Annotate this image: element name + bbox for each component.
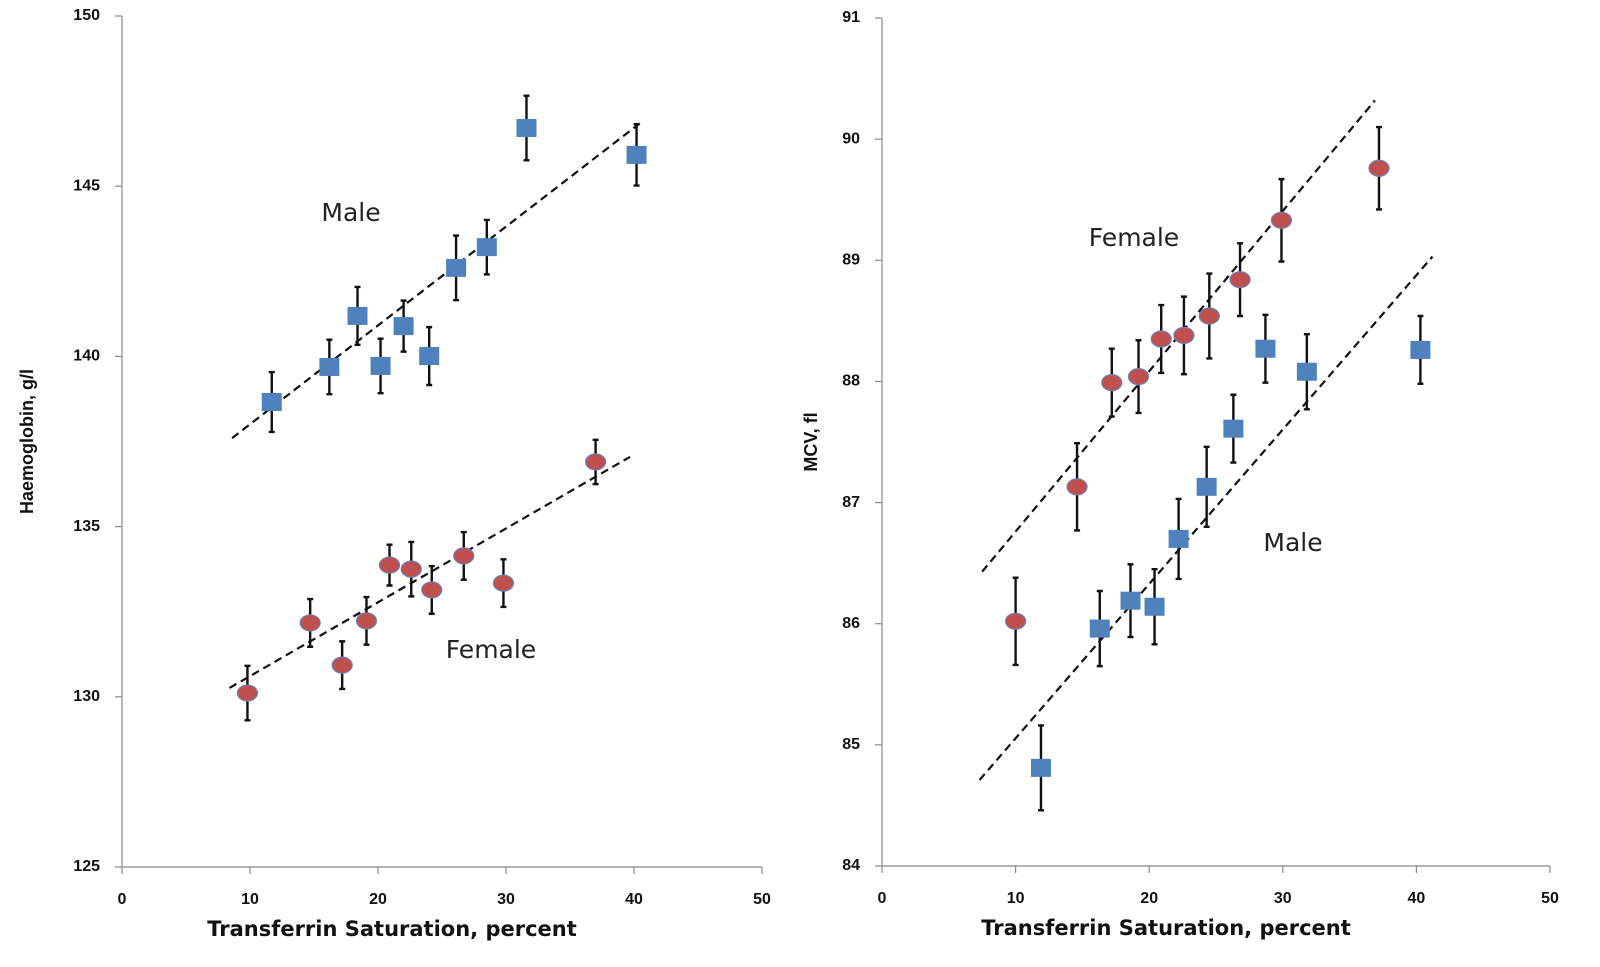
x-tick-label: 0 xyxy=(878,890,887,907)
y-tick-label: 87 xyxy=(842,494,860,511)
y-tick-label: 89 xyxy=(842,252,860,269)
data-point xyxy=(400,560,422,578)
y-tick-label: 88 xyxy=(842,373,860,390)
x-tick-label: 50 xyxy=(753,891,771,908)
data-point xyxy=(1229,271,1251,289)
data-point xyxy=(1030,758,1051,777)
y-tick-label: 145 xyxy=(73,177,100,194)
data-point xyxy=(626,145,647,164)
data-point xyxy=(1270,211,1293,229)
series-annotation: Female xyxy=(1089,223,1179,252)
y-tick-label: 150 xyxy=(73,7,100,24)
x-tick-label: 30 xyxy=(1274,890,1292,907)
series-annotation: Female xyxy=(446,635,536,664)
data-point xyxy=(584,453,607,471)
x-tick-label: 20 xyxy=(369,891,387,908)
data-point xyxy=(1144,597,1165,616)
data-point xyxy=(393,317,414,336)
x-tick-label: 40 xyxy=(1408,890,1426,907)
x-tick-label: 30 xyxy=(497,891,515,908)
x-tick-label: 10 xyxy=(1007,890,1025,907)
data-point xyxy=(1101,374,1123,392)
x-tick-label: 0 xyxy=(118,891,127,908)
series-annotation: Male xyxy=(321,198,380,227)
y-tick-label: 135 xyxy=(73,518,100,535)
data-point xyxy=(419,347,440,366)
trend-line xyxy=(228,455,631,689)
x-tick-label: 20 xyxy=(1140,890,1158,907)
data-point xyxy=(516,118,537,137)
data-point xyxy=(261,393,282,412)
trend-line xyxy=(978,255,1434,781)
data-point xyxy=(453,547,475,565)
data-point xyxy=(1223,419,1244,438)
data-point xyxy=(421,581,443,599)
data-point xyxy=(476,238,497,257)
data-point xyxy=(355,612,378,630)
x-axis-title: Transferrin Saturation, percent xyxy=(981,916,1351,940)
series-annotation: Male xyxy=(1263,528,1322,557)
y-tick-label: 86 xyxy=(842,615,860,632)
data-point xyxy=(299,614,321,632)
data-point xyxy=(1368,159,1390,177)
data-point xyxy=(446,258,467,277)
data-point xyxy=(1089,619,1110,638)
x-tick-label: 50 xyxy=(1541,890,1559,907)
y-tick-label: 85 xyxy=(842,736,860,753)
data-point xyxy=(1196,477,1217,496)
data-point xyxy=(1410,340,1431,359)
y-axis-title: Haemoglobin, g/l xyxy=(17,369,37,514)
data-point xyxy=(236,684,259,702)
data-point xyxy=(1127,367,1150,386)
data-point xyxy=(1173,326,1195,344)
y-tick-label: 90 xyxy=(842,130,860,147)
data-point xyxy=(1198,307,1220,325)
data-point xyxy=(347,306,368,325)
data-point xyxy=(1120,591,1141,610)
y-tick-label: 84 xyxy=(842,857,860,874)
data-point xyxy=(331,656,353,674)
y-tick-label: 130 xyxy=(73,688,100,705)
data-point xyxy=(1296,362,1317,381)
x-axis-title: Transferrin Saturation, percent xyxy=(207,917,577,941)
y-tick-label: 125 xyxy=(73,858,100,875)
x-tick-label: 40 xyxy=(625,891,643,908)
data-point xyxy=(1255,339,1276,358)
x-tick-label: 10 xyxy=(241,891,259,908)
data-point xyxy=(319,357,340,376)
data-point xyxy=(1066,478,1088,496)
data-point xyxy=(370,356,391,375)
trend-line xyxy=(231,122,642,439)
data-point xyxy=(1168,529,1189,548)
data-point xyxy=(492,574,515,592)
y-tick-label: 91 xyxy=(842,9,860,26)
data-point xyxy=(1150,330,1172,348)
y-axis-title: MCV, fl xyxy=(801,412,821,471)
data-point xyxy=(1004,612,1027,630)
data-point xyxy=(378,556,401,574)
y-tick-label: 140 xyxy=(73,348,100,365)
